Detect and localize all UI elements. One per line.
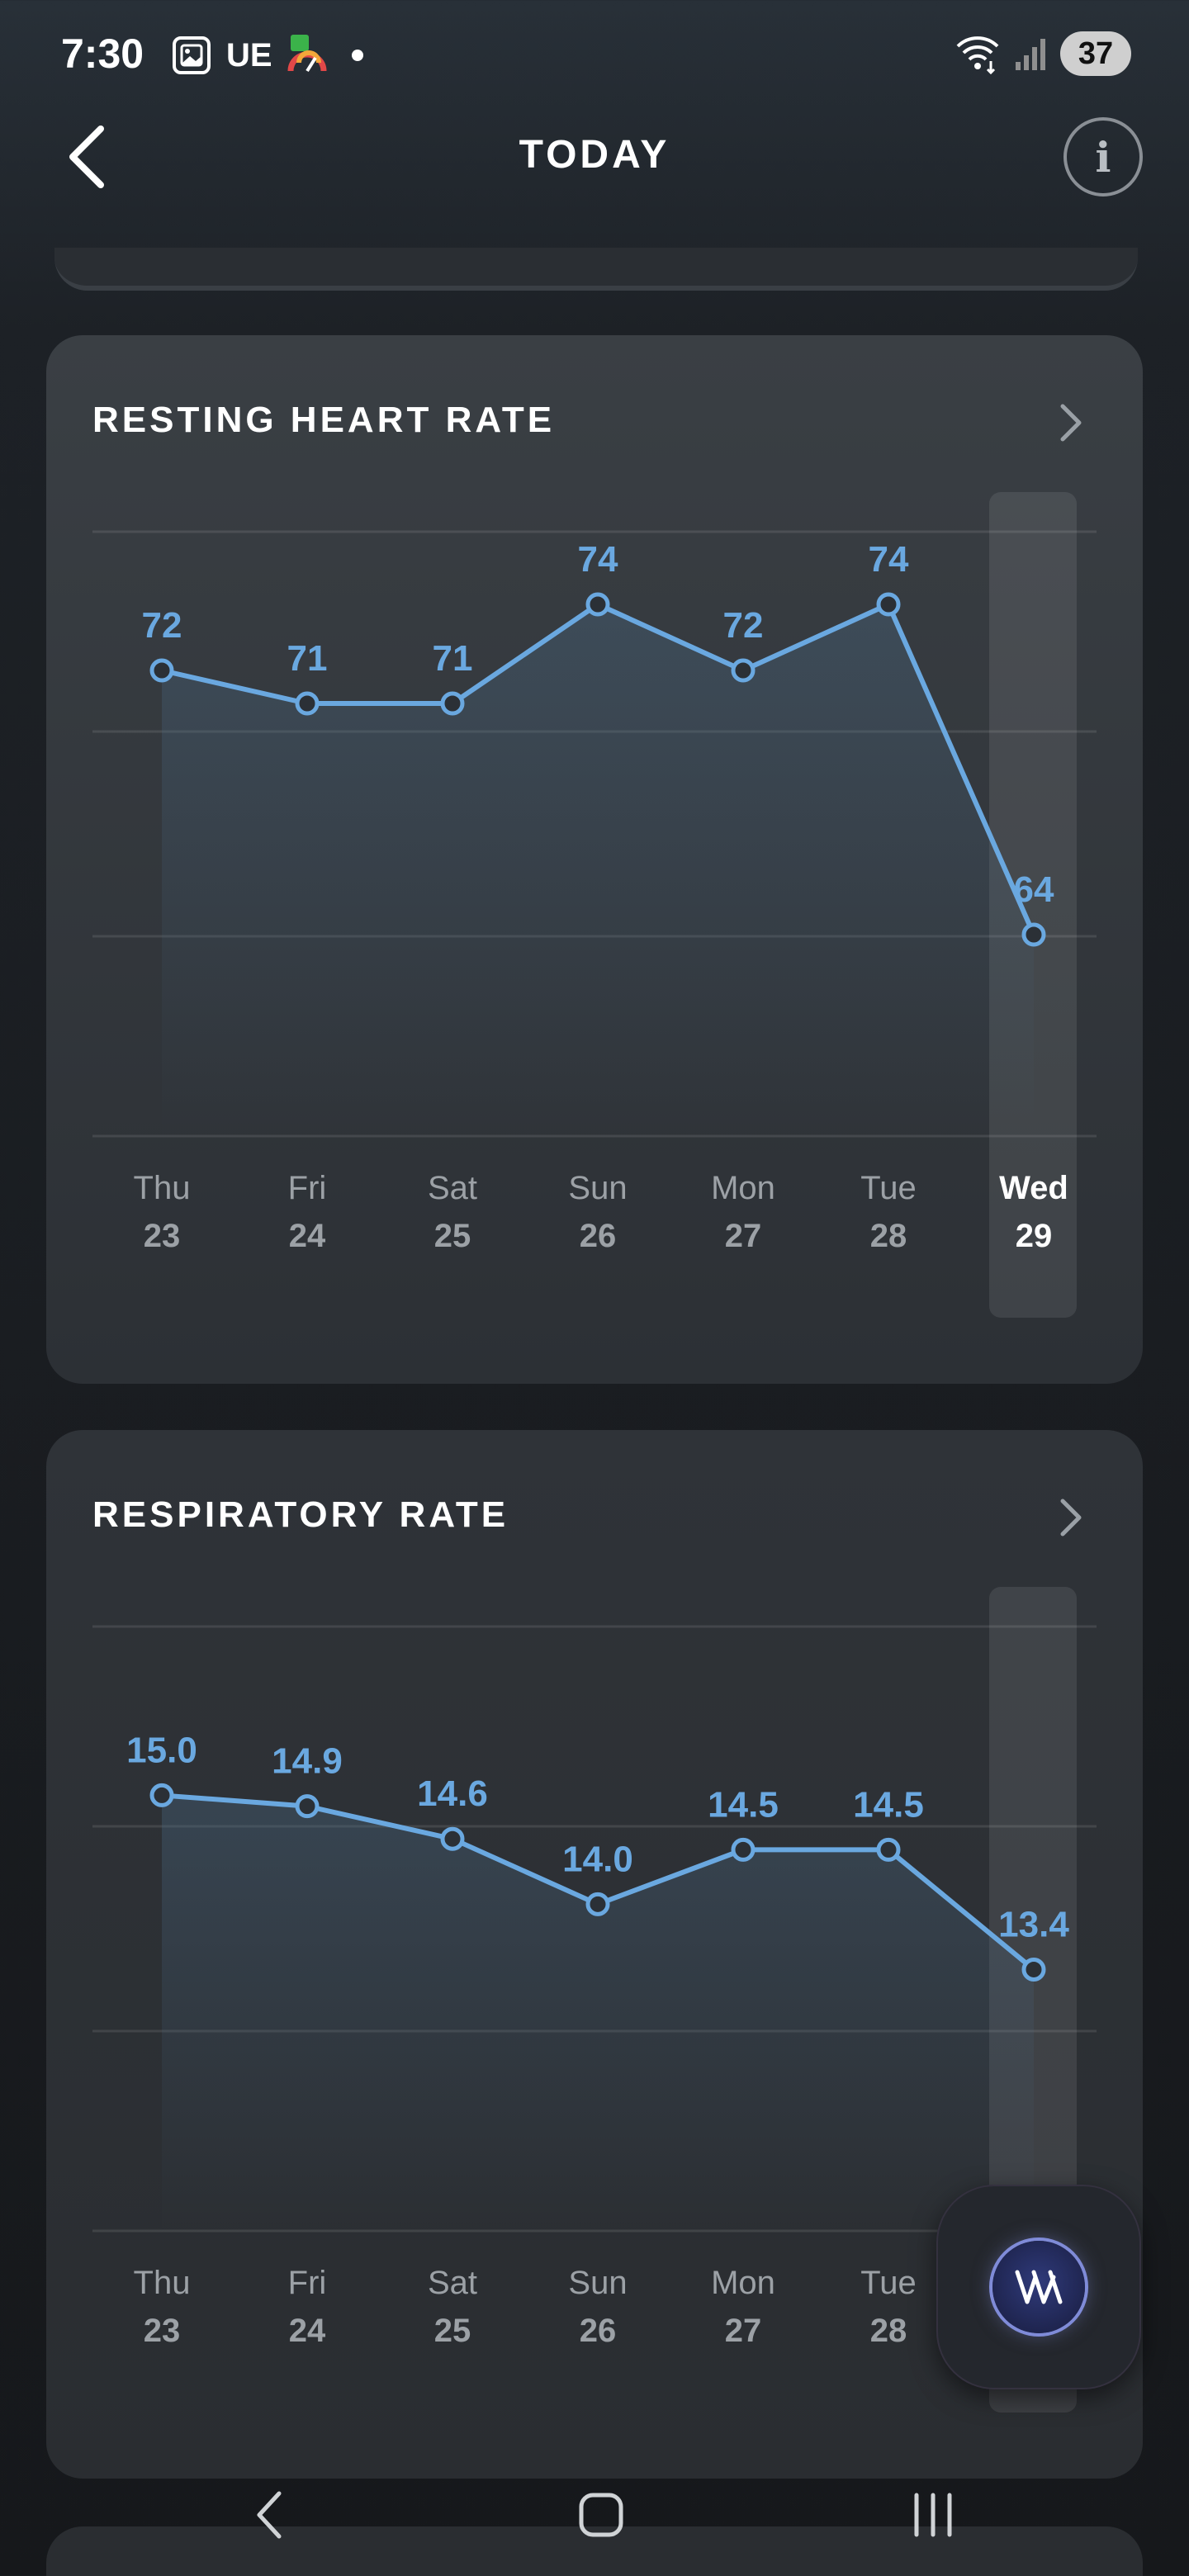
nav-back-button[interactable] bbox=[236, 2482, 302, 2548]
nav-back-icon bbox=[257, 2491, 282, 2539]
x-day-label: Thu bbox=[134, 2265, 191, 2301]
status-icons-left: UE bbox=[170, 33, 363, 78]
wifi-icon bbox=[955, 33, 1001, 74]
status-bar: 7:30 UE 37 bbox=[0, 0, 1189, 107]
x-day-label: Sun bbox=[568, 1170, 627, 1206]
card-title: RESTING HEART RATE bbox=[92, 400, 556, 440]
data-point bbox=[440, 691, 465, 716]
x-date-label: 26 bbox=[580, 1218, 617, 1254]
battery-indicator: 37 bbox=[1060, 31, 1131, 76]
x-day-label: Tue bbox=[860, 1170, 916, 1206]
series-area bbox=[162, 604, 1034, 1136]
respiratory-rate-card[interactable]: RESPIRATORY RATE 15.0 14.9 14.6 14.0 14.5 14.… bbox=[46, 1430, 1143, 2479]
data-point bbox=[731, 658, 756, 683]
nav-home-icon bbox=[579, 2493, 623, 2537]
data-label: 72 bbox=[142, 605, 182, 646]
coach-button[interactable] bbox=[992, 2241, 1085, 2333]
coach-button-container bbox=[936, 2185, 1141, 2389]
status-time: 7:30 bbox=[61, 31, 144, 77]
data-point bbox=[876, 592, 901, 617]
data-label: 14.5 bbox=[708, 1784, 779, 1825]
x-day-label: Wed bbox=[999, 1170, 1068, 1206]
info-button[interactable]: i bbox=[1063, 117, 1143, 197]
resting-heart-rate-chart: 72 71 71 74 72 74 64 Thu 23 Fri 24 Sat 25 Sun 26 Mon 27 T… bbox=[92, 492, 1097, 1318]
x-date-label: 27 bbox=[725, 1218, 762, 1254]
data-label: 14.9 bbox=[272, 1741, 343, 1782]
x-date-label: 25 bbox=[434, 2313, 471, 2349]
x-day-label: Tue bbox=[860, 2265, 916, 2301]
notification-dot bbox=[351, 50, 363, 61]
whoop-logo-icon bbox=[1015, 2270, 1063, 2304]
back-button[interactable] bbox=[54, 124, 121, 190]
signal-icon bbox=[1014, 36, 1047, 72]
data-point bbox=[1021, 1957, 1046, 1982]
chevron-right-icon bbox=[1060, 1499, 1082, 1537]
x-date-label: 29 bbox=[1016, 1218, 1053, 1254]
data-label: 72 bbox=[723, 605, 764, 646]
x-day-label: Fri bbox=[288, 1170, 327, 1206]
x-day-label: Sun bbox=[568, 2265, 627, 2301]
data-label: 74 bbox=[869, 539, 909, 580]
data-label: 74 bbox=[578, 539, 618, 580]
info-icon: i bbox=[1095, 132, 1111, 182]
data-label: 14.6 bbox=[417, 1773, 488, 1814]
x-day-label: Thu bbox=[134, 1170, 191, 1206]
status-icons-right: 37 bbox=[955, 31, 1131, 76]
data-label: 14.0 bbox=[562, 1839, 633, 1879]
screenshot-icon bbox=[170, 34, 213, 77]
data-label: 13.4 bbox=[998, 1904, 1069, 1944]
x-date-label: 28 bbox=[870, 2313, 907, 2349]
resting-heart-rate-card[interactable]: RESTING HEART RATE 72 71 71 74 72 74 64 Thu 23 Fr… bbox=[46, 335, 1143, 1384]
x-day-label: Sat bbox=[428, 2265, 477, 2301]
previous-card-edge bbox=[54, 248, 1138, 291]
data-point bbox=[295, 1794, 320, 1819]
x-date-label: 27 bbox=[725, 2313, 762, 2349]
app-notification-icon bbox=[286, 33, 330, 78]
data-label: 14.5 bbox=[853, 1784, 924, 1825]
data-label: 15.0 bbox=[126, 1730, 197, 1770]
data-point bbox=[585, 592, 610, 617]
nav-recents-button[interactable] bbox=[900, 2482, 966, 2548]
carrier-text: UE bbox=[226, 36, 272, 73]
data-point bbox=[149, 658, 174, 683]
data-point bbox=[876, 1837, 901, 1862]
system-nav-bar bbox=[0, 2469, 1189, 2551]
card-chevron-button[interactable] bbox=[1047, 1493, 1097, 1542]
series-area bbox=[162, 1795, 1034, 2231]
data-label: 71 bbox=[433, 638, 473, 679]
x-day-label: Mon bbox=[711, 1170, 775, 1206]
chevron-left-icon bbox=[69, 125, 104, 188]
page-title: TODAY bbox=[519, 133, 670, 177]
data-point bbox=[295, 691, 320, 716]
data-label: 71 bbox=[287, 638, 328, 679]
card-title: RESPIRATORY RATE bbox=[92, 1494, 509, 1535]
data-point bbox=[149, 1783, 174, 1807]
data-point bbox=[1021, 922, 1046, 947]
x-date-label: 24 bbox=[289, 2313, 326, 2349]
x-date-label: 26 bbox=[580, 2313, 617, 2349]
card-chevron-button[interactable] bbox=[1047, 398, 1097, 447]
data-point bbox=[731, 1837, 756, 1862]
nav-home-button[interactable] bbox=[568, 2482, 634, 2548]
x-date-label: 25 bbox=[434, 1218, 471, 1254]
x-date-label: 23 bbox=[144, 1218, 181, 1254]
data-point bbox=[440, 1826, 465, 1851]
chevron-right-icon bbox=[1060, 404, 1082, 442]
nav-recents-icon bbox=[914, 2493, 952, 2537]
data-label: 64 bbox=[1014, 869, 1054, 910]
header: TODAY i bbox=[0, 107, 1189, 206]
x-day-label: Mon bbox=[711, 2265, 775, 2301]
x-date-label: 24 bbox=[289, 1218, 326, 1254]
x-date-label: 23 bbox=[144, 2313, 181, 2349]
data-point bbox=[585, 1892, 610, 1916]
x-day-label: Sat bbox=[428, 1170, 477, 1206]
x-date-label: 28 bbox=[870, 1218, 907, 1254]
x-day-label: Fri bbox=[288, 2265, 327, 2301]
